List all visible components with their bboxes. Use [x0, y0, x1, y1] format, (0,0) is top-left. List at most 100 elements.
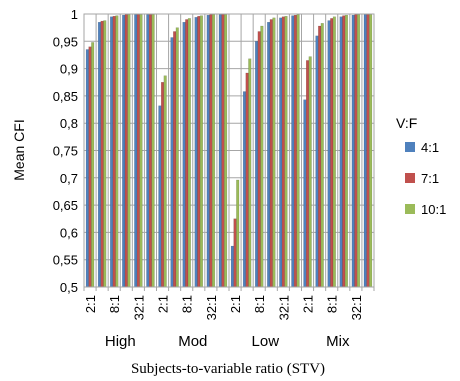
- bar-4-1: [363, 14, 367, 288]
- bar-10-1: [357, 14, 361, 288]
- bar-7-1: [148, 14, 152, 288]
- bar-4-1: [194, 17, 198, 288]
- axis-layer: [83, 13, 375, 288]
- bar-10-1: [296, 14, 300, 288]
- group-label: Mod: [178, 333, 207, 350]
- bar-7-1: [354, 14, 358, 288]
- y-tick-label: 0,55: [53, 253, 78, 268]
- legend-swatch: [405, 204, 415, 214]
- y-tick-label: 0,95: [53, 34, 78, 49]
- bar-7-1: [233, 218, 237, 288]
- legend-title: V:F: [396, 115, 417, 131]
- bar-4-1: [206, 14, 210, 288]
- bar-4-1: [279, 17, 283, 288]
- plot-border: [83, 13, 375, 288]
- bar-4-1: [85, 49, 89, 288]
- bar-7-1: [366, 14, 370, 288]
- bar-10-1: [224, 14, 228, 288]
- legend-label: 4:1: [421, 140, 439, 155]
- bar-10-1: [103, 20, 107, 288]
- bar-10-1: [211, 14, 216, 288]
- bar-7-1: [330, 18, 334, 288]
- bar-4-1: [170, 37, 174, 288]
- bar-7-1: [342, 15, 346, 288]
- bar-7-1: [100, 20, 104, 288]
- legend-label: 10:1: [421, 202, 446, 217]
- bar-10-1: [199, 15, 203, 288]
- bar-4-1: [230, 245, 234, 288]
- y-tick-label: 0,65: [53, 198, 78, 213]
- bar-10-1: [187, 18, 191, 288]
- bar-7-1: [281, 16, 285, 288]
- bar-10-1: [248, 58, 252, 288]
- bar-4-1: [97, 21, 101, 288]
- bar-7-1: [124, 14, 128, 288]
- bar-10-1: [127, 14, 131, 288]
- bar-4-1: [267, 21, 271, 288]
- bar-10-1: [236, 179, 240, 288]
- x-tick-label: 2:1: [301, 295, 316, 313]
- y-tick-label: 0,7: [60, 171, 78, 186]
- group-label: Low: [252, 333, 280, 350]
- bar-7-1: [269, 19, 273, 288]
- y-tick-label: 1: [71, 7, 78, 22]
- x-tick-label: 8:1: [252, 295, 267, 313]
- x-tick-label: 32:1: [349, 295, 364, 320]
- bar-7-1: [293, 14, 297, 288]
- x-tick-label: 2:1: [156, 295, 171, 313]
- bar-7-1: [306, 60, 310, 288]
- x-tick-label: 32:1: [131, 295, 146, 320]
- bar-10-1: [369, 14, 373, 288]
- x-tick-label: 8:1: [107, 295, 122, 313]
- bar-10-1: [320, 23, 324, 288]
- bar-4-1: [315, 35, 319, 288]
- bar-4-1: [158, 105, 162, 288]
- y-tick-label: 0,85: [53, 89, 78, 104]
- bar-4-1: [146, 14, 150, 288]
- bar-10-1: [272, 17, 276, 288]
- bar-10-1: [344, 14, 348, 288]
- x-tick-label: 8:1: [180, 295, 195, 313]
- bar-4-1: [110, 16, 114, 288]
- y-tick-label: 0,5: [60, 280, 78, 295]
- x-tick-label: 2:1: [228, 295, 243, 313]
- bar-7-1: [173, 31, 177, 288]
- bar-7-1: [88, 46, 92, 288]
- legend-label: 7:1: [421, 171, 439, 186]
- y-tick-label: 0,75: [53, 144, 78, 159]
- bar-7-1: [136, 14, 140, 288]
- group-label: High: [105, 333, 136, 350]
- bar-4-1: [122, 14, 126, 288]
- group-label: Mix: [326, 333, 350, 350]
- bar-7-1: [257, 31, 261, 288]
- bar-4-1: [291, 15, 295, 288]
- bar-10-1: [115, 15, 119, 288]
- bar-4-1: [351, 14, 355, 288]
- bar-7-1: [245, 72, 249, 288]
- x-tick-label: 8:1: [325, 295, 340, 313]
- x-tick-label: 32:1: [276, 295, 291, 320]
- bar-10-1: [151, 14, 155, 288]
- bar-4-1: [339, 16, 343, 288]
- bar-10-1: [332, 16, 336, 288]
- legend-swatch: [405, 173, 415, 183]
- y-tick-label: 0,8: [60, 116, 78, 131]
- bar-7-1: [209, 14, 213, 288]
- bar-10-1: [139, 14, 143, 288]
- bar-10-1: [308, 56, 312, 288]
- bar-10-1: [175, 27, 179, 288]
- bar-7-1: [318, 25, 322, 288]
- legend-swatch: [405, 142, 415, 152]
- bar-4-1: [327, 20, 331, 288]
- x-tick-label: 2:1: [83, 295, 98, 313]
- bar-7-1: [221, 14, 225, 288]
- y-tick-label: 0,6: [60, 225, 78, 240]
- bar-4-1: [255, 41, 259, 288]
- bar-7-1: [161, 82, 165, 288]
- bar-10-1: [91, 42, 95, 288]
- x-axis-title: Subjects-to-variable ratio (STV): [131, 361, 325, 377]
- bar-7-1: [112, 15, 116, 288]
- y-tick-label: 0,9: [60, 62, 78, 77]
- bar-10-1: [284, 15, 288, 288]
